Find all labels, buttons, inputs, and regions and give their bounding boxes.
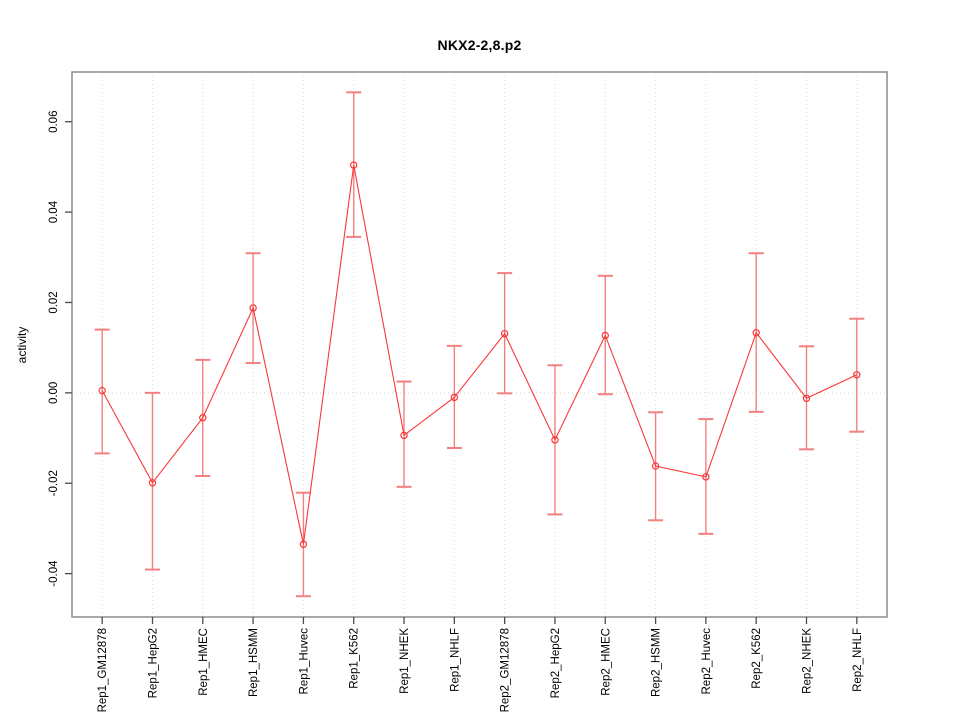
data-point-marker xyxy=(702,473,710,481)
data-point-marker xyxy=(98,386,106,395)
y-tick-label: -0.04 xyxy=(48,560,60,587)
data-point-marker xyxy=(450,393,459,402)
x-tick-label: Rep2_NHLF xyxy=(852,628,864,692)
chart-title: NKX2-2,8.p2 xyxy=(437,37,522,53)
data-point-marker xyxy=(752,329,760,337)
x-tick-label: Rep1_NHEK xyxy=(399,628,411,694)
x-tick-label: Rep1_HSMM xyxy=(248,628,260,697)
x-tick-label: Rep2_Huvec xyxy=(701,628,713,695)
x-tick-label: Rep1_K562 xyxy=(349,628,361,689)
y-tick-label: 0.02 xyxy=(48,291,60,313)
data-point-marker xyxy=(148,479,157,487)
x-tick-label: Rep1_Huvec xyxy=(298,628,310,695)
x-tick-label: Rep2_HSMM xyxy=(651,628,663,697)
data-point-marker xyxy=(853,371,861,379)
x-tick-label: Rep1_HepG2 xyxy=(147,628,159,698)
data-point-marker xyxy=(400,431,408,440)
y-tick-label: 0.06 xyxy=(48,111,60,133)
x-tick-label: Rep2_NHEK xyxy=(802,628,814,694)
data-point-marker xyxy=(299,540,308,548)
x-tick-label: Rep1_GM12878 xyxy=(97,628,109,712)
data-point-marker xyxy=(601,331,609,340)
x-tick-label: Rep2_HepG2 xyxy=(550,628,562,698)
plot-border xyxy=(71,71,888,618)
x-tick-label: Rep2_HMEC xyxy=(600,628,612,696)
y-tick-label: -0.02 xyxy=(48,470,60,496)
data-point-marker xyxy=(551,436,559,444)
data-point-marker xyxy=(350,161,358,169)
y-tick-label: 0.00 xyxy=(48,382,60,404)
data-line xyxy=(101,164,858,545)
x-tick-label: Rep2_GM12878 xyxy=(500,628,512,712)
y-tick-label: 0.04 xyxy=(48,200,60,223)
data-point-marker xyxy=(249,304,257,312)
data-point-marker xyxy=(651,462,660,470)
x-tick-label: Rep1_HMEC xyxy=(198,628,210,696)
x-tick-label: Rep2_K562 xyxy=(751,628,763,689)
data-point-marker xyxy=(802,394,811,402)
data-point-marker xyxy=(500,329,509,338)
x-tick-label: Rep1_NHLF xyxy=(449,628,461,692)
data-point-marker xyxy=(199,414,207,422)
